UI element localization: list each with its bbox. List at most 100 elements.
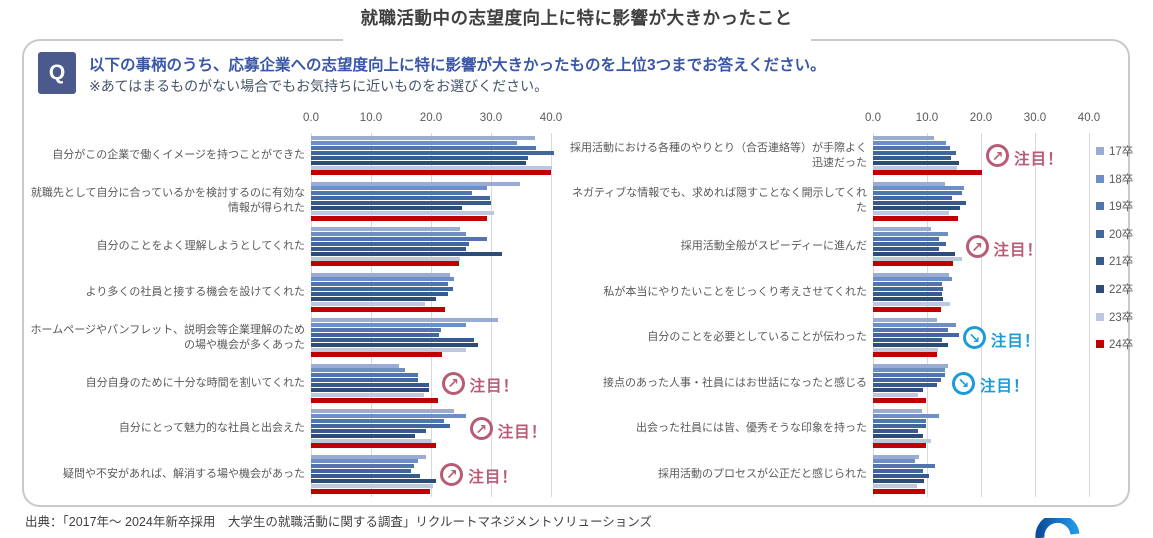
bar-17卒 [311, 227, 461, 231]
legend-swatch [1096, 229, 1104, 238]
trend-down-icon: ↘ [957, 375, 970, 392]
bar-22卒 [311, 206, 463, 211]
legend-label: 20卒 [1109, 228, 1134, 241]
category-label: 自分のことをよく理解しようとしてくれた [96, 240, 305, 253]
annotation-circle: ↘ [952, 371, 976, 395]
bar-20卒 [873, 469, 923, 474]
trend-up-icon: ↗ [991, 147, 1004, 164]
bar-22卒 [873, 388, 923, 393]
bar-24卒 [873, 261, 953, 267]
bar-23卒 [311, 484, 434, 489]
bar-21卒 [873, 201, 967, 206]
annotation-circle: ↗ [441, 371, 465, 395]
gridline [371, 133, 372, 497]
trend-up-icon: ↗ [446, 466, 458, 483]
bar-19卒 [873, 191, 963, 196]
annotation-label: 注目！ [993, 241, 1044, 259]
bar-23卒 [311, 165, 553, 170]
legend-swatch [1096, 285, 1104, 293]
legend-swatch [1096, 202, 1104, 211]
trend-down-icon: ↘ [968, 329, 981, 346]
bar-20卒 [873, 241, 947, 246]
question-note: ※あてはまるものがない場合でもお気持ちに近いものをお選びください。 [89, 78, 549, 94]
bar-19卒 [311, 464, 415, 469]
legend-swatch [1096, 312, 1104, 321]
bar-19卒 [311, 373, 418, 378]
bar-22卒 [311, 297, 436, 302]
bar-24卒 [873, 397, 927, 403]
question-text: 以下の事柄のうち、応募企業への志望度向上に特に影響が大きかったものを上位3つまで… [89, 57, 826, 74]
gridline [491, 133, 492, 497]
bar-24卒 [311, 215, 487, 221]
bar-22卒 [311, 160, 526, 165]
legend-label: 21卒 [1109, 256, 1134, 269]
bar-18卒 [873, 186, 965, 191]
bar-20卒 [873, 287, 944, 292]
bar-17卒 [873, 454, 920, 459]
source-citation: 出典：「2017年～ 2024年新卒採用 大学生の就職活動に関する調査」リクルー… [25, 515, 652, 529]
bar-23卒 [311, 211, 494, 216]
bar-23卒 [873, 211, 949, 216]
x-axis-tick-label: 10.0 [915, 112, 939, 124]
bar-20卒 [873, 332, 959, 337]
bar-21卒 [311, 383, 429, 388]
legend-item: 19卒 [1096, 198, 1133, 214]
bar-23卒 [311, 302, 425, 307]
x-axis-tick-label: 40.0 [539, 112, 563, 124]
bar-20卒 [311, 469, 411, 474]
legend-label: 18卒 [1109, 173, 1134, 186]
bar-24卒 [311, 261, 460, 267]
category-label: 自分のことを必要としていることが伝わった [647, 331, 867, 344]
bar-20卒 [311, 332, 439, 337]
bar-20卒 [311, 241, 469, 246]
legend-label: 17卒 [1109, 146, 1134, 158]
bar-18卒 [311, 413, 466, 418]
bar-20卒 [873, 196, 953, 201]
legend-swatch [1096, 340, 1104, 349]
bar-17卒 [311, 272, 451, 277]
bar-19卒 [311, 282, 449, 287]
bar-24卒 [311, 397, 438, 403]
bar-17卒 [311, 136, 535, 140]
annotation-label: 注目！ [469, 378, 520, 396]
category-label: より多くの社員と接する機会を設けてくれた [85, 285, 305, 298]
bar-23卒 [873, 256, 962, 261]
bar-19卒 [873, 327, 948, 332]
annotation-circle: ↗ [469, 417, 493, 441]
category-label: 採用活動のプロセスが公正だと感じられた [658, 467, 867, 480]
bar-24卒 [873, 488, 925, 494]
bar-21卒 [311, 292, 448, 297]
legend-item: 23卒 [1096, 309, 1133, 325]
bar-17卒 [873, 318, 937, 322]
question-badge: Q [38, 52, 76, 94]
legend-swatch [1096, 257, 1104, 266]
bar-21卒 [873, 246, 940, 251]
gridline [311, 133, 312, 497]
bar-18卒 [311, 277, 454, 282]
bar-23卒 [311, 256, 461, 261]
bar-18卒 [873, 231, 949, 236]
category-label: 出会った社員には皆、優秀そうな印象を持った [636, 422, 867, 435]
bar-20卒 [311, 196, 490, 201]
bar-19卒 [311, 327, 442, 332]
bar-22卒 [873, 297, 944, 302]
bar-18卒 [311, 140, 517, 145]
category-label: ホームページやパンフレット、説明会等企業理解のための場や機会が多くあった [30, 323, 305, 351]
x-axis-tick-label: 0.0 [303, 112, 319, 124]
category-label: 就職先として自分に合っているかを検討するのに有効な情報が得られた [30, 187, 305, 215]
bar-24卒 [311, 488, 431, 494]
category-label: ネガティブな情報でも、求めれば隠すことなく開示してくれた [571, 187, 867, 215]
category-label: 私が本当にやりたいことをじっくり考えさせてくれた [603, 285, 867, 298]
x-axis-tick-label: 10.0 [359, 112, 383, 124]
annotation-label: 注目！ [497, 423, 548, 441]
legend-swatch [1096, 147, 1104, 155]
category-label: 採用活動における各種のやりとり（合否連絡等）が手際よく迅速だった [570, 141, 867, 169]
legend-label: 24卒 [1109, 339, 1134, 352]
bar-22卒 [873, 479, 925, 484]
bar-17卒 [873, 181, 945, 186]
bar-23卒 [311, 438, 431, 443]
bar-17卒 [311, 181, 520, 186]
legend-item: 21卒 [1096, 253, 1133, 269]
